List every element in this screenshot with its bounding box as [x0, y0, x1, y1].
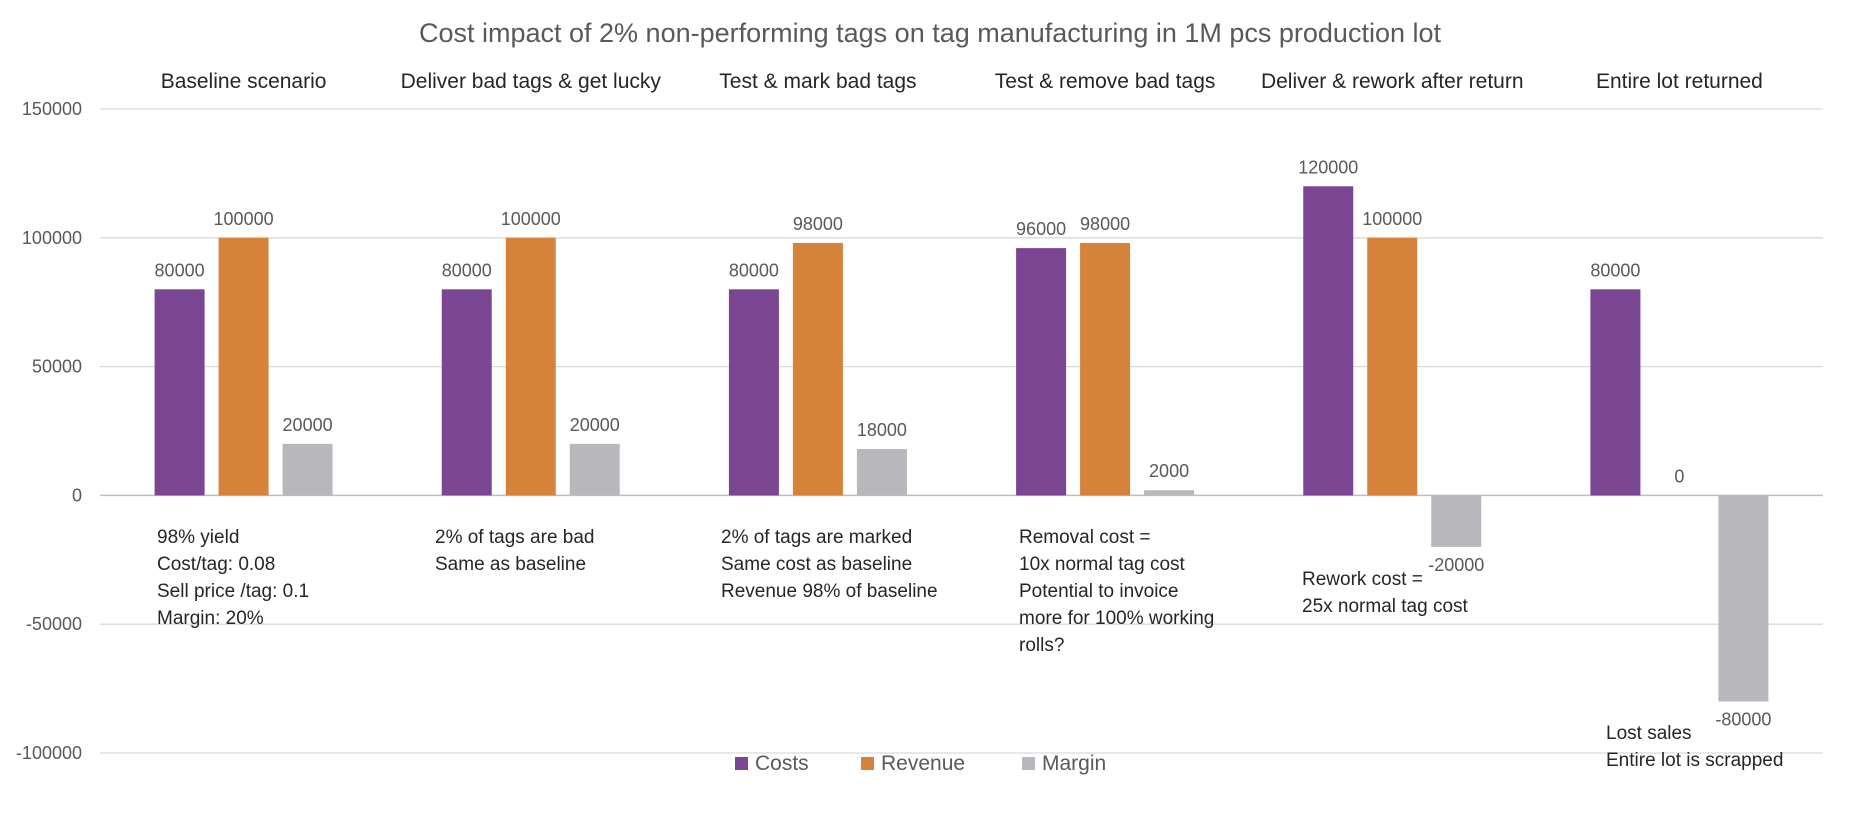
data-label-costs: 96000	[1016, 219, 1066, 239]
bar-revenue	[505, 237, 556, 496]
bar-revenue	[1367, 237, 1418, 496]
data-label-costs: 120000	[1298, 157, 1358, 177]
scenario-label-deliver-rework-after-return: Deliver & rework after return	[1261, 70, 1524, 93]
y-axis-tick-labels: 150000 100000 50000 0 -50000 -100000	[16, 99, 82, 763]
data-label-margin: 20000	[570, 415, 620, 435]
annotation-test-mark-bad-tags: 2% of tags are marked Same cost as baseli…	[721, 527, 938, 602]
bars	[154, 186, 1769, 702]
data-label-revenue: 100000	[214, 209, 274, 229]
annotation-entire-lot-returned: Lost sales Entire lot is scrapped	[1606, 723, 1783, 771]
bar-costs	[441, 289, 492, 496]
legend: Costs Revenue Margin	[735, 752, 1106, 775]
gridlines	[100, 108, 1823, 754]
data-label-revenue: 100000	[1362, 209, 1422, 229]
chart-title: Cost impact of 2% non-performing tags on…	[419, 18, 1442, 48]
scenario-label-deliver-bad-tags-get-lucky: Deliver bad tags & get lucky	[401, 70, 662, 93]
legend-swatch-margin	[1022, 757, 1035, 770]
data-label-margin: -20000	[1428, 555, 1484, 575]
bar-costs	[1303, 186, 1354, 496]
data-label-revenue: 98000	[793, 214, 843, 234]
bar-costs	[1590, 289, 1641, 496]
bar-costs	[154, 289, 205, 496]
bar-margin	[282, 443, 333, 496]
bar-revenue	[1080, 242, 1131, 496]
data-labels: 8000010000020000800001000002000080000980…	[155, 157, 1772, 729]
annotations: 98% yield Cost/tag: 0.08 Sell price /tag: …	[157, 527, 1783, 771]
data-label-margin: -80000	[1715, 709, 1771, 729]
scenario-label-test-remove-bad-tags: Test & remove bad tags	[995, 70, 1216, 93]
annotation-baseline-scenario: 98% yield Cost/tag: 0.08 Sell price /tag: …	[157, 527, 309, 629]
annotation-test-remove-bad-tags: Removal cost = 10x normal tag cost Potenti…	[1019, 527, 1214, 656]
bar-margin	[1718, 495, 1769, 702]
bar-margin	[1144, 490, 1195, 496]
y-tick-label: 150000	[22, 99, 82, 119]
bar-margin	[569, 443, 620, 496]
scenario-label-test-mark-bad-tags: Test & mark bad tags	[719, 70, 916, 93]
data-label-costs: 80000	[729, 260, 779, 280]
data-label-revenue: 100000	[501, 209, 561, 229]
scenario-label-baseline-scenario: Baseline scenario	[161, 70, 327, 93]
data-label-revenue: 98000	[1080, 214, 1130, 234]
y-tick-label: 100000	[22, 228, 82, 248]
y-tick-label: -100000	[16, 743, 82, 763]
legend-swatch-revenue	[861, 757, 874, 770]
scenario-label-entire-lot-returned: Entire lot returned	[1596, 70, 1763, 93]
data-label-costs: 80000	[442, 260, 492, 280]
legend-label-costs: Costs	[755, 752, 809, 775]
bar-costs	[728, 289, 779, 496]
bar-revenue	[792, 242, 843, 496]
data-label-margin: 20000	[283, 415, 333, 435]
scenario-labels: Baseline scenario Deliver bad tags & get …	[161, 70, 1763, 93]
y-tick-label: -50000	[26, 614, 82, 634]
data-label-costs: 80000	[1590, 260, 1640, 280]
data-label-margin: 2000	[1149, 461, 1189, 481]
legend-label-margin: Margin	[1042, 752, 1106, 775]
y-tick-label: 0	[72, 485, 82, 505]
bar-costs	[1016, 248, 1067, 496]
legend-label-revenue: Revenue	[881, 752, 965, 775]
annotation-deliver-bad-tags-get-lucky: 2% of tags are bad Same as baseline	[435, 527, 595, 575]
y-tick-label: 50000	[32, 357, 82, 377]
bar-margin	[1431, 495, 1482, 547]
data-label-costs: 80000	[155, 260, 205, 280]
legend-swatch-costs	[735, 757, 748, 770]
data-label-margin: 18000	[857, 420, 907, 440]
bar-revenue	[218, 237, 269, 496]
annotation-deliver-rework-after-return: Rework cost = 25x normal tag cost	[1302, 569, 1469, 617]
bar-margin	[856, 449, 907, 496]
data-label-revenue: 0	[1674, 466, 1684, 486]
